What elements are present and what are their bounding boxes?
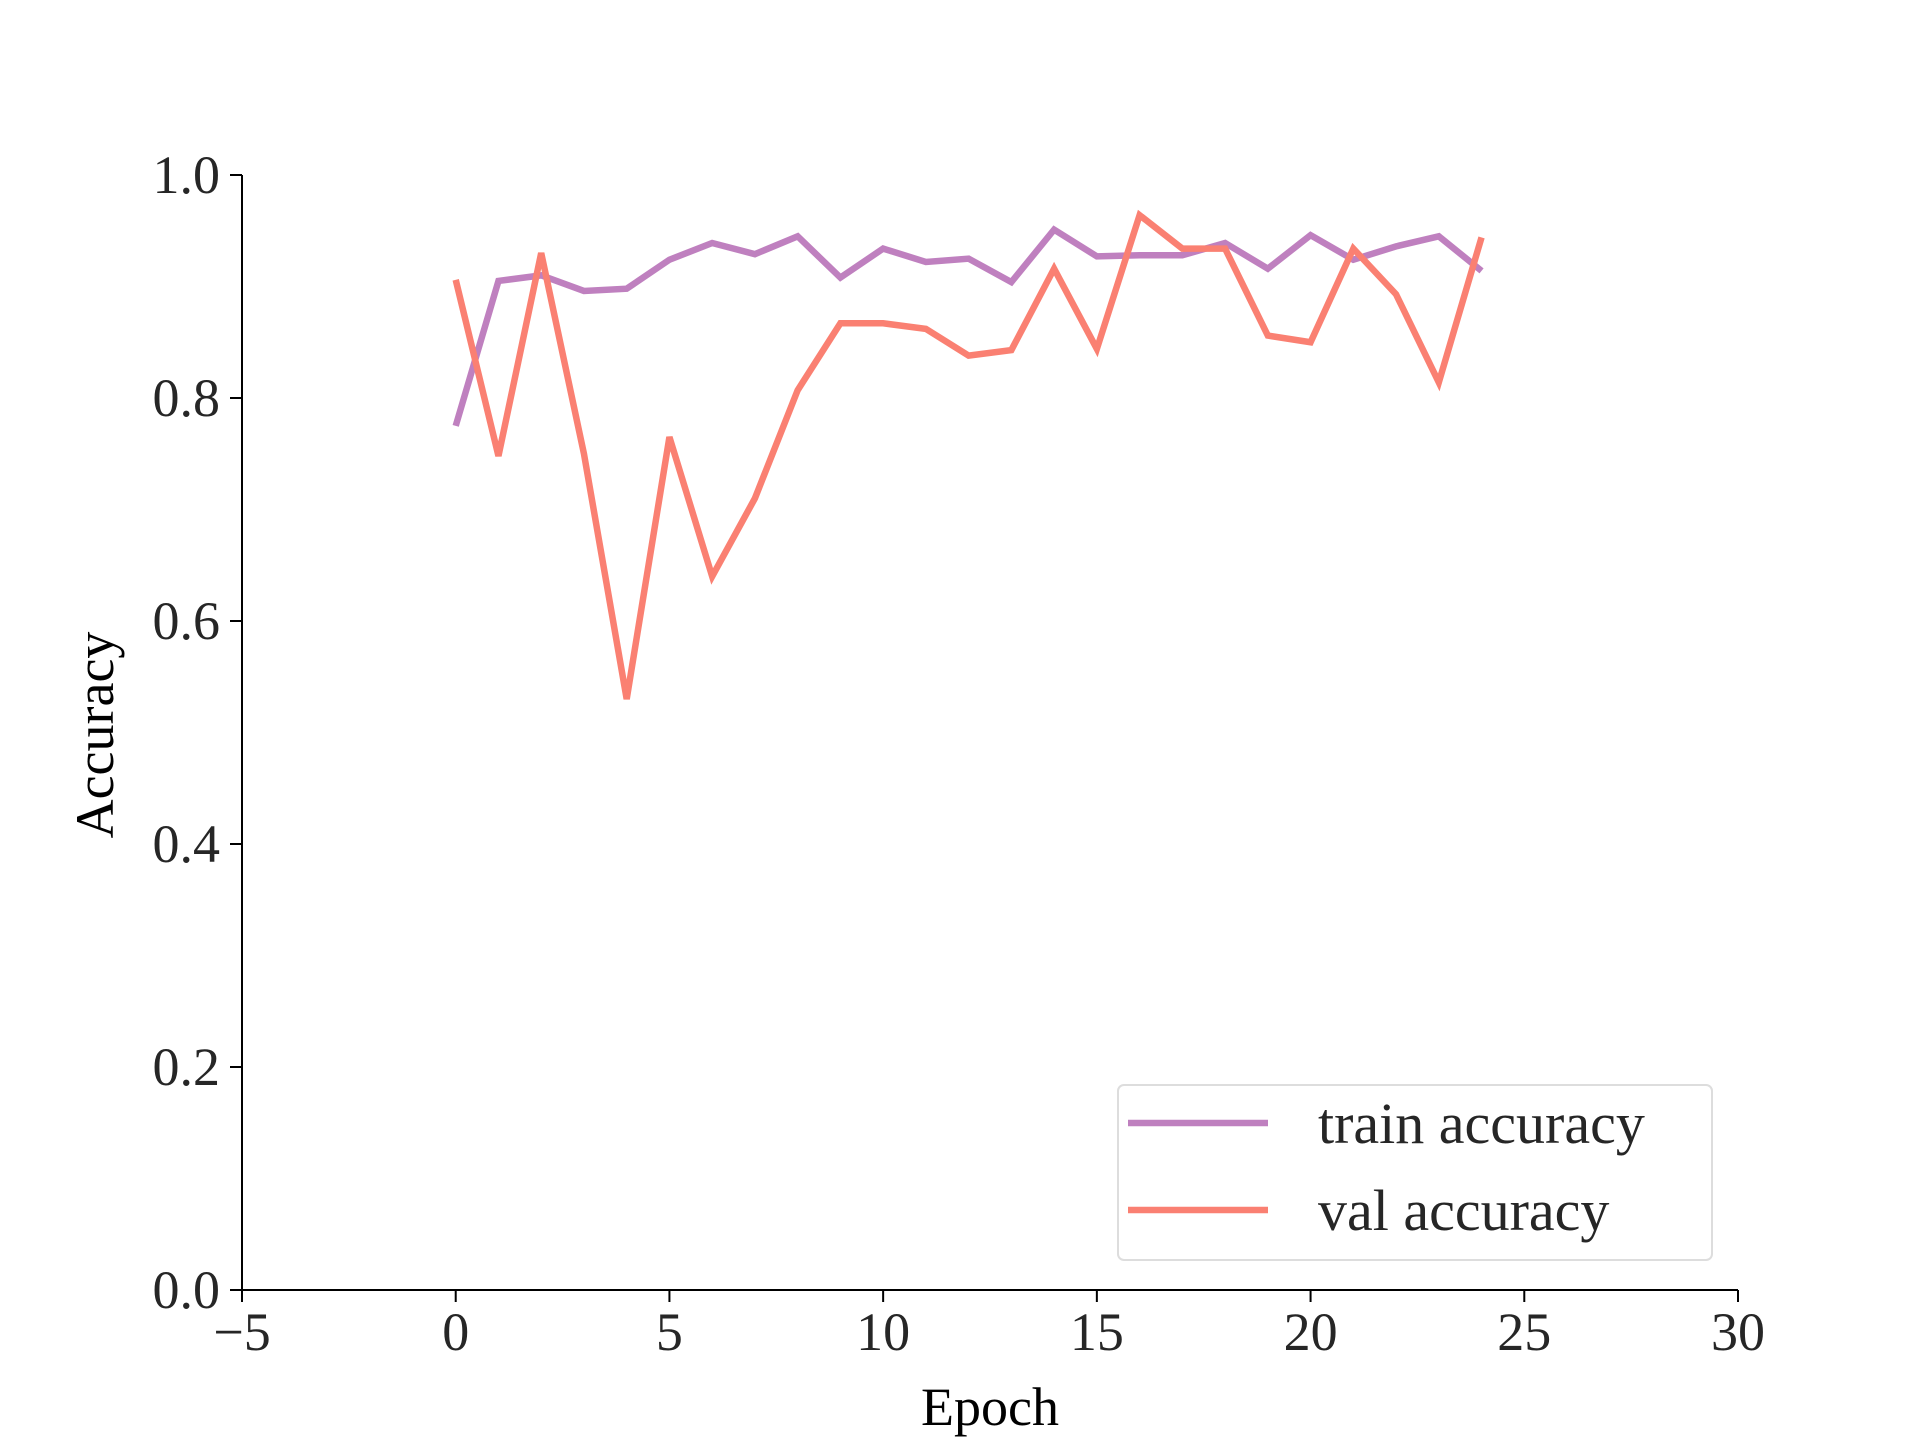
x-tick-label: 15	[1070, 1302, 1124, 1362]
x-tick-label: 0	[442, 1302, 469, 1362]
series-lines	[452, 209, 1485, 700]
y-tick-label: 1.0	[153, 145, 221, 205]
x-tick-label: 5	[656, 1302, 683, 1362]
y-tick-label: 0.2	[153, 1037, 221, 1097]
legend-label-val-accuracy: val accuracy	[1318, 1178, 1609, 1243]
y-tick-label: 0.8	[153, 368, 221, 428]
y-axis: 0.0 0.2 0.4 0.6 0.8 1.0	[153, 145, 243, 1320]
x-axis: −5 0 5 10 15 20 25 30	[213, 1289, 1765, 1362]
y-tick-label: 0.6	[153, 591, 221, 651]
x-tick-label: 25	[1497, 1302, 1551, 1362]
x-tick-label: 10	[856, 1302, 910, 1362]
x-tick-label: 30	[1711, 1302, 1765, 1362]
y-tick-label: 0.4	[153, 814, 221, 874]
y-axis-title: Accuracy	[65, 632, 125, 839]
y-tick-label: 0.0	[153, 1260, 221, 1320]
series-line-train-accuracy	[452, 225, 1484, 427]
legend-label-train-accuracy: train accuracy	[1318, 1091, 1645, 1156]
series-line-val-accuracy	[452, 209, 1485, 700]
legend-frame	[1117, 1084, 1713, 1261]
x-tick-label: 20	[1284, 1302, 1338, 1362]
x-tick-label: −5	[213, 1302, 270, 1362]
x-axis-title: Epoch	[921, 1377, 1059, 1437]
legend: train accuracy val accuracy	[1117, 1084, 1713, 1261]
